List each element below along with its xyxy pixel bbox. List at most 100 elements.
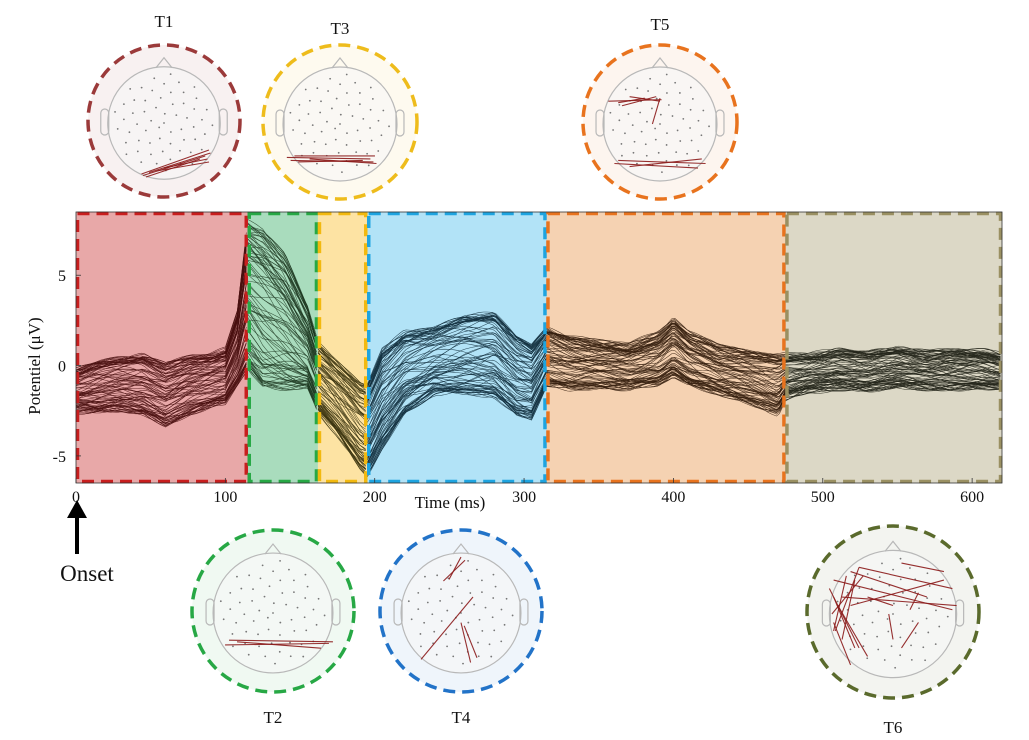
electrode-dot — [407, 600, 410, 603]
ear-icon — [715, 109, 725, 137]
erp-trace — [247, 245, 317, 363]
electrode-dot — [436, 574, 439, 577]
electrode-dot — [272, 612, 274, 614]
erp-trace — [366, 351, 547, 464]
electrode-dot — [890, 645, 893, 648]
electrode-dot — [657, 151, 660, 154]
electrode-dot — [878, 576, 881, 579]
electrode-dot — [259, 577, 262, 580]
electrode-dot — [445, 633, 447, 636]
nose-icon — [884, 540, 902, 552]
erp-trace — [546, 320, 786, 364]
electrode-dot — [452, 655, 455, 658]
erp-trace — [546, 368, 786, 391]
erp-trace — [366, 317, 547, 395]
electrode-dot — [849, 648, 852, 651]
electrode-dot — [627, 113, 630, 115]
electrode-dot — [279, 621, 282, 624]
erp-trace — [317, 362, 366, 406]
electrode-dot — [899, 636, 902, 639]
erp-trace — [317, 400, 366, 438]
electrode-dot — [645, 154, 648, 157]
electrode-dot — [697, 119, 700, 122]
electrode-dot — [449, 564, 452, 567]
erp-trace — [247, 365, 317, 409]
erp-trace — [785, 361, 1001, 391]
electrode-dot — [304, 597, 307, 599]
electrode-dot — [243, 613, 246, 616]
electrode-dot — [446, 609, 449, 612]
electrode-dot — [636, 162, 638, 165]
electrode-dot — [661, 171, 663, 174]
electrode-dot — [417, 591, 420, 594]
electrode-dot — [267, 628, 270, 631]
erp-trace — [76, 250, 247, 371]
electrode-dot — [366, 152, 369, 155]
electrode-dot — [689, 108, 692, 111]
electrode-dot — [169, 142, 172, 145]
y-axis-ticks: 5 0 -5 — [53, 268, 81, 466]
erp-trace — [247, 330, 317, 389]
x-axis-ticks: 0 100 200 300 400 500 600 — [72, 478, 984, 506]
electrode-dot — [346, 92, 348, 94]
electrode-dot — [331, 107, 333, 110]
erp-trace — [247, 317, 317, 399]
erp-trace — [546, 327, 786, 374]
connectivity-line — [163, 158, 208, 169]
electrode-dot — [308, 99, 311, 102]
erp-trace — [247, 231, 317, 353]
electrode-dot — [312, 608, 315, 611]
erp-trace — [76, 317, 247, 416]
electrode-dot — [858, 587, 861, 589]
erp-trace — [785, 358, 1001, 377]
erp-trace — [247, 363, 317, 403]
erp-trace — [247, 347, 317, 398]
electrode-dot — [140, 161, 143, 164]
erp-trace — [76, 314, 247, 396]
connectivity-line — [225, 642, 329, 646]
electrode-dot — [926, 572, 929, 575]
electrode-dot — [491, 616, 494, 619]
erp-trace — [366, 371, 547, 475]
electrode-dot — [928, 585, 931, 587]
x-axis-label: Time (ms) — [415, 493, 486, 512]
electrode-dot — [358, 92, 361, 94]
connectivity-line — [833, 596, 856, 649]
erp-trace — [366, 357, 547, 402]
erp-trace — [546, 371, 786, 412]
erp-trace — [247, 308, 317, 371]
electrode-dot — [248, 574, 251, 577]
nose-icon — [452, 543, 470, 555]
erp-trace — [247, 361, 317, 407]
electrode-dot — [380, 134, 383, 137]
erp-trace — [247, 242, 317, 343]
electrode-dot — [355, 164, 358, 166]
electrode-dot — [274, 662, 276, 665]
electrode-dot — [128, 131, 131, 134]
erp-trace — [247, 359, 317, 390]
electrode-dot — [927, 631, 930, 634]
electrode-dot — [312, 151, 315, 154]
connectivity-line — [850, 579, 945, 607]
erp-trace — [76, 313, 247, 400]
electrode-dot — [481, 591, 483, 594]
erp-trace — [247, 253, 317, 370]
electrode-dot — [644, 143, 647, 146]
electrode-dot — [901, 591, 904, 594]
erp-trace — [546, 327, 786, 358]
erp-trace — [366, 332, 547, 444]
electrode-dot — [500, 608, 503, 611]
erp-trace — [76, 245, 247, 371]
erp-trace — [317, 356, 366, 393]
erp-trace — [317, 349, 366, 394]
electrode-dot — [632, 151, 635, 154]
connectivity-line — [901, 622, 919, 649]
electrode-dot — [263, 595, 266, 598]
electrode-dot — [359, 140, 362, 142]
electrode-dot — [304, 573, 307, 576]
electrode-dot — [292, 129, 295, 131]
electrode-dot — [289, 111, 292, 114]
electrode-dot — [620, 143, 623, 145]
connectivity-line — [629, 158, 702, 168]
connectivity-line — [448, 556, 462, 580]
